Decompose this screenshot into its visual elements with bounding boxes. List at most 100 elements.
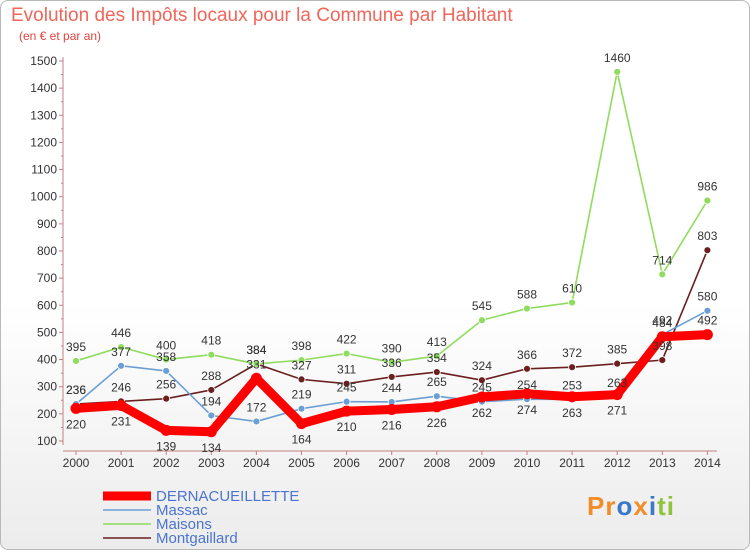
data-label: 324 <box>472 359 492 373</box>
data-point <box>70 402 82 414</box>
chart-title: Evolution des Impôts locaux pour la Comm… <box>11 5 513 26</box>
data-point <box>656 331 668 343</box>
series-points <box>70 67 713 438</box>
data-label: 446 <box>111 326 131 340</box>
data-label: 245 <box>472 381 492 395</box>
data-point <box>568 298 576 307</box>
data-label: 311 <box>337 363 356 377</box>
data-label: 245 <box>337 381 357 395</box>
data-point <box>387 373 396 381</box>
data-point <box>703 306 712 315</box>
y-tick-label: 400 <box>37 353 57 367</box>
series-line-maisons <box>75 71 709 365</box>
data-label: 336 <box>382 356 402 370</box>
data-label: 256 <box>156 378 176 392</box>
y-tick-label: 200 <box>37 407 57 421</box>
data-label: 398 <box>291 339 311 353</box>
legend-label: Massac <box>156 502 208 519</box>
x-tick-label: 2006 <box>333 456 360 470</box>
data-point <box>432 392 441 401</box>
data-label: 244 <box>382 381 402 395</box>
data-label: 384 <box>246 343 266 357</box>
data-point <box>72 357 80 365</box>
data-label: 219 <box>291 388 311 402</box>
data-point <box>342 397 351 406</box>
data-label: 358 <box>156 350 176 364</box>
data-label: 422 <box>337 333 357 347</box>
data-label: 372 <box>562 346 582 360</box>
data-point <box>477 316 486 325</box>
proxiti-logo: Proxiti <box>587 491 675 522</box>
x-tick-label: 2007 <box>378 456 405 470</box>
data-label: 492 <box>697 314 717 328</box>
data-label: 545 <box>472 299 492 313</box>
y-tick-label: 1300 <box>30 108 57 122</box>
logo-part: i <box>648 491 658 521</box>
data-point <box>568 363 576 372</box>
data-point <box>703 196 712 205</box>
logo-part: Pr <box>587 491 617 521</box>
data-point <box>613 359 622 368</box>
data-point <box>207 411 216 420</box>
data-point <box>207 350 216 359</box>
axes: 100 200 300 400 500 600 700 800 900 1000 1100 1200 1… <box>30 54 721 470</box>
data-point <box>431 401 443 413</box>
data-point <box>566 391 578 403</box>
chart-subtitle: (en € et par an) <box>19 29 102 43</box>
data-label: 398 <box>652 339 672 353</box>
data-point <box>432 352 441 360</box>
data-point <box>703 246 712 255</box>
data-point <box>297 356 306 365</box>
data-label: 484 <box>652 316 672 330</box>
data-label: 331 <box>246 357 266 371</box>
data-label: 413 <box>427 335 447 349</box>
data-label: 134 <box>201 441 221 455</box>
x-tick-label: 2001 <box>108 456 135 470</box>
x-tick-label: 2010 <box>514 456 541 470</box>
x-tick-label: 2014 <box>694 456 721 470</box>
data-point <box>341 405 353 417</box>
data-label: 226 <box>427 416 447 430</box>
data-label: 418 <box>201 334 221 348</box>
data-label: 714 <box>652 253 672 267</box>
data-point <box>160 424 172 436</box>
data-point <box>387 358 396 367</box>
logo-part: ti <box>657 491 675 521</box>
data-label: 236 <box>66 383 86 397</box>
data-point <box>296 418 307 430</box>
data-label: 390 <box>382 341 402 355</box>
data-point <box>297 404 306 413</box>
x-tick-label: 2011 <box>559 456 585 470</box>
data-point <box>205 426 217 438</box>
data-point <box>523 364 531 373</box>
data-label: 139 <box>156 439 176 453</box>
data-label: 263 <box>607 376 627 390</box>
x-tick-label: 2005 <box>288 456 315 470</box>
x-tick-label: 2009 <box>469 456 496 470</box>
data-point <box>611 389 623 401</box>
data-point <box>162 355 171 364</box>
data-label: 385 <box>607 343 627 357</box>
x-tick-label: 2000 <box>63 456 90 470</box>
y-tick-label: 800 <box>37 244 57 258</box>
x-tick-label: 2013 <box>649 456 676 470</box>
data-label: 236 <box>66 383 86 397</box>
data-point <box>252 417 261 426</box>
x-tick-label: 2002 <box>153 456 180 470</box>
data-point <box>117 343 125 351</box>
data-point <box>386 404 398 416</box>
data-label: 400 <box>156 339 176 353</box>
y-tick-label: 1100 <box>31 163 57 177</box>
data-point <box>477 376 486 385</box>
y-tick-label: 1400 <box>30 81 57 95</box>
data-label: 610 <box>562 282 582 296</box>
y-tick-label: 1000 <box>30 190 57 204</box>
data-label: 263 <box>562 406 582 420</box>
x-tick-label: 2012 <box>604 456 631 470</box>
data-label: 274 <box>517 403 537 417</box>
legend-label: Maisons <box>156 516 212 533</box>
data-label: 164 <box>291 433 311 447</box>
data-label: 395 <box>66 340 86 354</box>
data-label: 327 <box>291 358 311 372</box>
